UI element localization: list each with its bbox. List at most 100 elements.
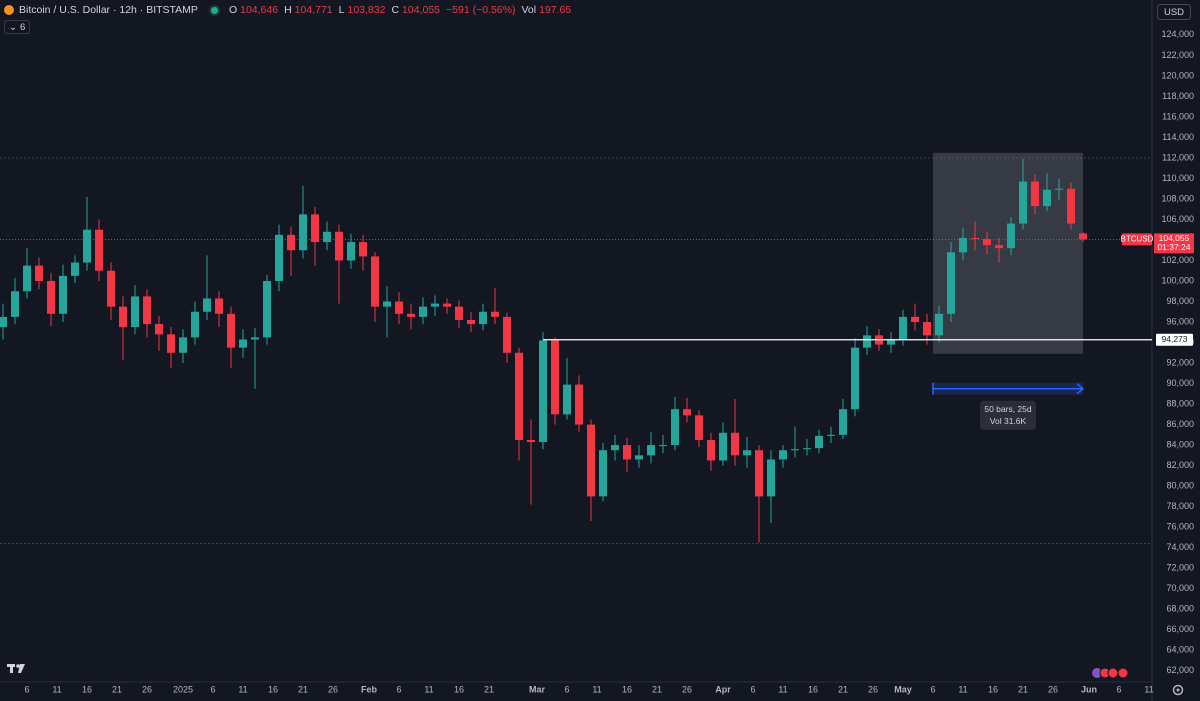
candle-body xyxy=(671,409,679,446)
y-tick-label: 118,000 xyxy=(1162,91,1194,101)
change: −591 (−0.56%) xyxy=(446,4,516,16)
x-tick-label: 11 xyxy=(52,684,61,694)
candle-body xyxy=(179,337,187,353)
h-label: H xyxy=(284,4,292,16)
candle-body xyxy=(1079,233,1087,240)
candle-body xyxy=(911,316,919,323)
x-tick-label: 6 xyxy=(930,684,935,694)
candle-body xyxy=(251,337,259,340)
y-tick-label: 122,000 xyxy=(1161,50,1194,60)
candle-body xyxy=(83,229,91,263)
candle-body xyxy=(215,298,223,314)
currency-button[interactable]: USD xyxy=(1157,4,1191,20)
indicators-toggle[interactable]: ⌄ 6 xyxy=(4,20,31,34)
o-value: 104,646 xyxy=(240,4,279,16)
candle-body xyxy=(923,322,931,336)
x-tick-label: Feb xyxy=(361,684,378,694)
candle-body xyxy=(131,296,139,328)
candle-body xyxy=(0,316,7,328)
candle-body xyxy=(1019,181,1027,224)
candle-body xyxy=(779,450,787,460)
horizontal-line-tag xyxy=(1156,333,1193,346)
candle-body xyxy=(587,424,595,497)
x-tick-label: 21 xyxy=(652,684,662,694)
candle-body xyxy=(827,434,835,436)
o-label: O xyxy=(228,4,238,16)
candle-body xyxy=(1043,189,1051,207)
settings-icon[interactable] xyxy=(1172,684,1184,696)
h-value: 104,771 xyxy=(294,4,333,16)
candle-body xyxy=(335,231,343,261)
y-tick-label: 96,000 xyxy=(1166,316,1194,326)
candle-body xyxy=(419,306,427,317)
y-tick-label: 124,000 xyxy=(1161,29,1194,39)
candle-body xyxy=(239,339,247,348)
y-tick-label: 68,000 xyxy=(1166,604,1194,614)
candle-body xyxy=(887,339,895,345)
flags xyxy=(1092,667,1129,679)
y-tick-label: 102,000 xyxy=(1161,255,1194,265)
x-tick-label: 6 xyxy=(750,684,755,694)
x-tick-label: 11 xyxy=(1144,684,1153,694)
candle-body xyxy=(971,237,979,239)
candle-body xyxy=(755,450,763,497)
x-tick-label: 16 xyxy=(454,684,464,694)
candle-body xyxy=(359,242,367,257)
candle-body xyxy=(95,229,103,271)
candle-body xyxy=(899,316,907,340)
candle-body xyxy=(575,384,583,425)
candle-body xyxy=(515,352,523,440)
candle-body xyxy=(731,432,739,456)
x-tick-label: 21 xyxy=(838,684,848,694)
measure-box xyxy=(933,152,1083,354)
candle-body xyxy=(635,455,643,460)
candle-body xyxy=(299,214,307,251)
candle-body xyxy=(383,301,391,307)
vol-value: 197.65 xyxy=(539,4,572,16)
x-tick-label: 21 xyxy=(484,684,494,694)
candle-body xyxy=(935,313,943,336)
candle-body xyxy=(275,234,283,282)
x-tick-label: 21 xyxy=(1018,684,1028,694)
candle-body xyxy=(527,439,535,443)
candle-body xyxy=(167,334,175,353)
x-tick-label: 11 xyxy=(424,684,433,694)
x-tick-label: Mar xyxy=(529,684,546,694)
c-value: 104,055 xyxy=(402,4,441,16)
candle-body xyxy=(479,311,487,325)
y-tick-label: 90,000 xyxy=(1166,378,1194,388)
x-tick-label: 6 xyxy=(564,684,569,694)
candle-body xyxy=(539,340,547,443)
y-tick-label: 80,000 xyxy=(1166,480,1194,490)
candle-body xyxy=(107,270,115,307)
symbol-icon xyxy=(4,5,14,15)
symbol-label: BTCUSD xyxy=(1121,235,1154,244)
candle-body xyxy=(323,231,331,243)
y-tick-label: 98,000 xyxy=(1166,296,1194,306)
candle-body xyxy=(311,214,319,243)
x-tick-label: 11 xyxy=(958,684,967,694)
candle-body xyxy=(47,281,55,314)
y-tick-label: 120,000 xyxy=(1161,70,1194,80)
candle-body xyxy=(959,237,967,253)
candle-body xyxy=(599,450,607,497)
candle-body xyxy=(395,301,403,314)
indicator-count: 6 xyxy=(19,21,26,33)
candle-body xyxy=(119,306,127,328)
measure-label: 50 bars, 25d xyxy=(984,404,1032,414)
x-tick-label: 16 xyxy=(988,684,998,694)
y-tick-label: 116,000 xyxy=(1162,111,1194,121)
status-dot xyxy=(210,6,218,14)
countdown-label: 01:37:24 xyxy=(1157,242,1190,252)
x-tick-label: 26 xyxy=(142,684,152,694)
candle-body xyxy=(623,445,631,460)
candle-body xyxy=(815,435,823,449)
candle-body xyxy=(371,256,379,307)
x-tick-label: 26 xyxy=(682,684,692,694)
x-tick-label: 16 xyxy=(82,684,92,694)
measure-info-box xyxy=(980,400,1036,430)
candle-body xyxy=(35,265,43,282)
candle-body xyxy=(1067,188,1075,224)
candle-body xyxy=(995,245,1003,249)
candle-body xyxy=(263,281,271,338)
